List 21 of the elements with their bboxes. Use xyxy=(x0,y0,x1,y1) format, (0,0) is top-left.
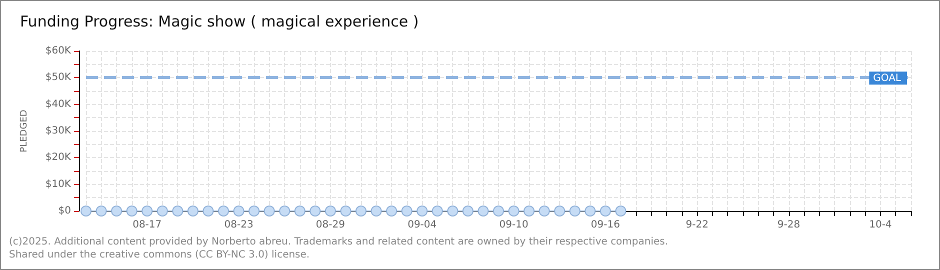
x-tick-label: 9-28 xyxy=(777,220,800,230)
x-tick-label: 08-29 xyxy=(316,220,345,230)
y-tick-label: $50K xyxy=(45,72,72,84)
x-tick-label: 10-4 xyxy=(869,220,892,230)
y-tick-label: $20K xyxy=(45,152,72,164)
y-axis-title: PLEDGED xyxy=(20,110,30,152)
chart-title: Funding Progress: Magic show ( magical experience ) xyxy=(20,12,419,30)
x-tick-label: 09-04 xyxy=(408,220,437,230)
x-tick-label: 09-10 xyxy=(499,220,528,230)
text: Shared under the creative commons (CC BY-NC 3.0) license. xyxy=(9,250,310,260)
y-tick-label: $10K xyxy=(45,178,72,190)
y-tick-label: $40K xyxy=(45,98,72,110)
y-tick-label: $0 xyxy=(58,206,71,216)
x-tick-label: 09-16 xyxy=(590,220,620,230)
x-tick-label: 08-23 xyxy=(224,220,254,230)
text: (c)2025. Additional content provided by Norberto abreu. Trademarks and related content are owned by their respective companies. xyxy=(9,236,668,248)
x-tick-label: 08-17 xyxy=(132,220,162,230)
ref-line-label: GOAL xyxy=(873,73,902,84)
y-tick-label: $30K xyxy=(45,126,72,136)
y-tick-label: $60K xyxy=(45,46,72,56)
x-tick-label: 9-22 xyxy=(686,220,708,230)
